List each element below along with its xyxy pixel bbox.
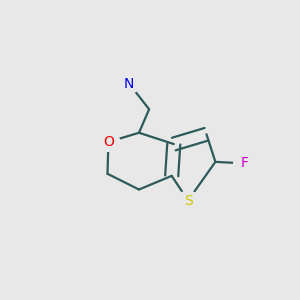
Ellipse shape <box>234 154 256 173</box>
Ellipse shape <box>97 133 120 151</box>
Text: N: N <box>124 77 134 91</box>
Text: S: S <box>184 194 192 208</box>
Text: F: F <box>241 156 249 170</box>
Text: O: O <box>103 135 114 149</box>
Ellipse shape <box>177 191 200 210</box>
Ellipse shape <box>118 74 141 93</box>
